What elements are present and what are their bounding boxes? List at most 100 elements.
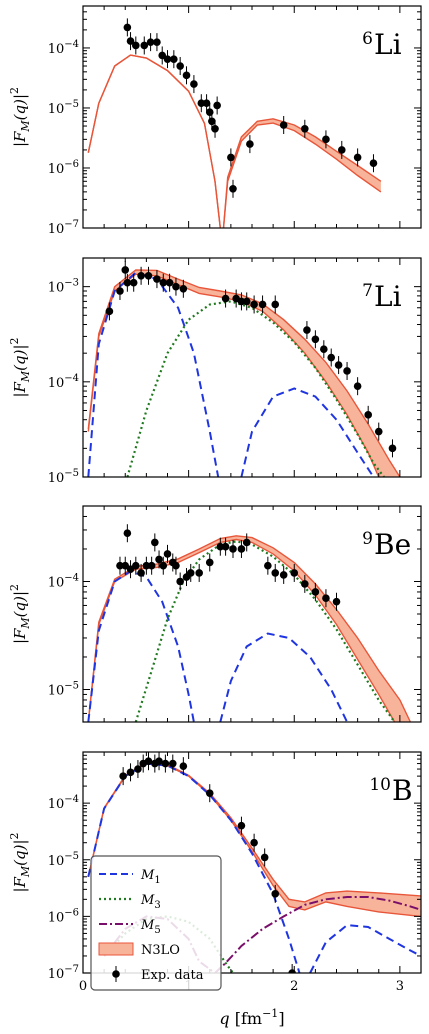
data-point <box>229 184 237 193</box>
nucleus-symbol: Be <box>374 528 411 561</box>
data-point <box>301 124 309 133</box>
ylab-a: |F <box>11 628 29 644</box>
data-point <box>123 529 132 537</box>
data-point <box>170 55 178 63</box>
xlab-unit: [fm <box>230 1009 262 1028</box>
nucleus-symbol: B <box>392 774 413 807</box>
n3lo-band-upper <box>87 54 221 228</box>
plot-area <box>87 752 421 973</box>
y-tick-label: 10−5 <box>48 468 79 486</box>
y-tick-label: 10−5 <box>48 680 79 698</box>
data-point <box>343 367 351 375</box>
series-M3 <box>134 540 396 722</box>
data-point <box>172 282 180 291</box>
series-M1 <box>87 569 195 722</box>
y-tick-label-base: 10 <box>48 854 65 869</box>
x-axis-label: q [fm−1] <box>219 1007 284 1028</box>
data-point <box>227 153 235 162</box>
data-point <box>369 159 378 168</box>
data-point <box>332 597 341 606</box>
ylab-sub: M <box>19 865 32 878</box>
data-point <box>176 577 184 586</box>
data-point <box>216 542 225 551</box>
legend-swatch-point <box>112 970 120 978</box>
data-point <box>158 51 167 60</box>
x-tick-label: 2 <box>290 979 298 994</box>
data-point <box>229 545 237 553</box>
data-point <box>258 300 267 309</box>
ylab-a: |F <box>11 131 29 147</box>
data-point <box>147 561 156 570</box>
legend-label: M1 <box>140 868 161 886</box>
y-tick-label-exp: −4 <box>64 572 79 583</box>
nucleus-mass: 9 <box>362 529 373 549</box>
data-point <box>123 23 132 32</box>
data-point <box>155 757 163 766</box>
nucleus-symbol: Li <box>374 28 402 61</box>
data-point <box>132 41 140 50</box>
data-point <box>132 561 140 570</box>
data-point <box>250 300 258 309</box>
data-point <box>271 569 280 577</box>
data-point <box>168 759 177 768</box>
y-tick-label-exp: −5 <box>64 468 79 479</box>
data-point <box>311 335 320 344</box>
legend-label: N3LO <box>141 943 180 958</box>
n3lo-band-fill <box>88 762 421 917</box>
data-point <box>116 287 124 295</box>
data-point <box>221 294 230 303</box>
y-tick-label: 10−6 <box>48 907 79 925</box>
data-point <box>264 561 272 570</box>
nucleus-mass: 6 <box>362 29 373 49</box>
data-point <box>105 307 114 316</box>
y-tick-label-exp: −6 <box>64 907 79 918</box>
data-point <box>176 62 184 70</box>
data-point <box>121 266 130 274</box>
data-point <box>353 153 362 162</box>
ylab-sup: 2 <box>8 584 21 591</box>
data-point <box>301 580 309 588</box>
series-M1-branch <box>309 924 421 973</box>
data-point <box>242 297 251 306</box>
y-tick-label-exp: −3 <box>64 278 79 289</box>
data-point <box>190 80 198 88</box>
series-M1 <box>87 271 220 477</box>
series-M3 <box>126 300 385 477</box>
data-point <box>260 853 269 862</box>
data-point <box>197 99 206 108</box>
data-point <box>142 561 151 570</box>
data-point <box>279 571 288 579</box>
y-tick-label: 10−5 <box>48 851 79 869</box>
y-tick-label-exp: −7 <box>64 964 79 975</box>
data-point <box>119 772 127 780</box>
legend-label-m: M <box>140 868 155 883</box>
data-point <box>322 594 330 603</box>
plot-area <box>87 18 382 228</box>
y-tick-label-exp: −7 <box>64 219 79 230</box>
data-point <box>137 272 145 280</box>
data-point <box>327 353 336 362</box>
y-tick-label-base: 10 <box>48 910 65 925</box>
legend-box <box>90 855 222 991</box>
data-point <box>303 326 311 334</box>
data-point <box>161 759 170 768</box>
data-point <box>172 561 180 570</box>
y-tick-label: 10−6 <box>48 159 79 177</box>
data-point <box>271 890 280 898</box>
nucleus-symbol: Li <box>374 280 402 313</box>
ylab-b: (q)| <box>11 591 29 617</box>
xlab-close: ] <box>278 1009 284 1028</box>
series-M1 <box>87 762 301 973</box>
ylab-sup: 2 <box>8 832 21 839</box>
ylab-b: (q)| <box>11 94 29 120</box>
data-point <box>290 569 299 577</box>
y-tick-label-base: 10 <box>48 575 65 590</box>
y-tick-label-exp: −4 <box>64 373 79 384</box>
data-point <box>205 108 214 117</box>
panel-Li6: 10−710−610−510−4|FM(q)|26 Li <box>8 5 422 237</box>
legend-label: M5 <box>140 918 161 936</box>
data-point <box>144 757 153 766</box>
data-point <box>116 561 124 570</box>
ylab-b: (q)| <box>11 839 29 865</box>
panel-Li7: 10−510−410−3|FM(q)|27 Li <box>8 257 422 486</box>
